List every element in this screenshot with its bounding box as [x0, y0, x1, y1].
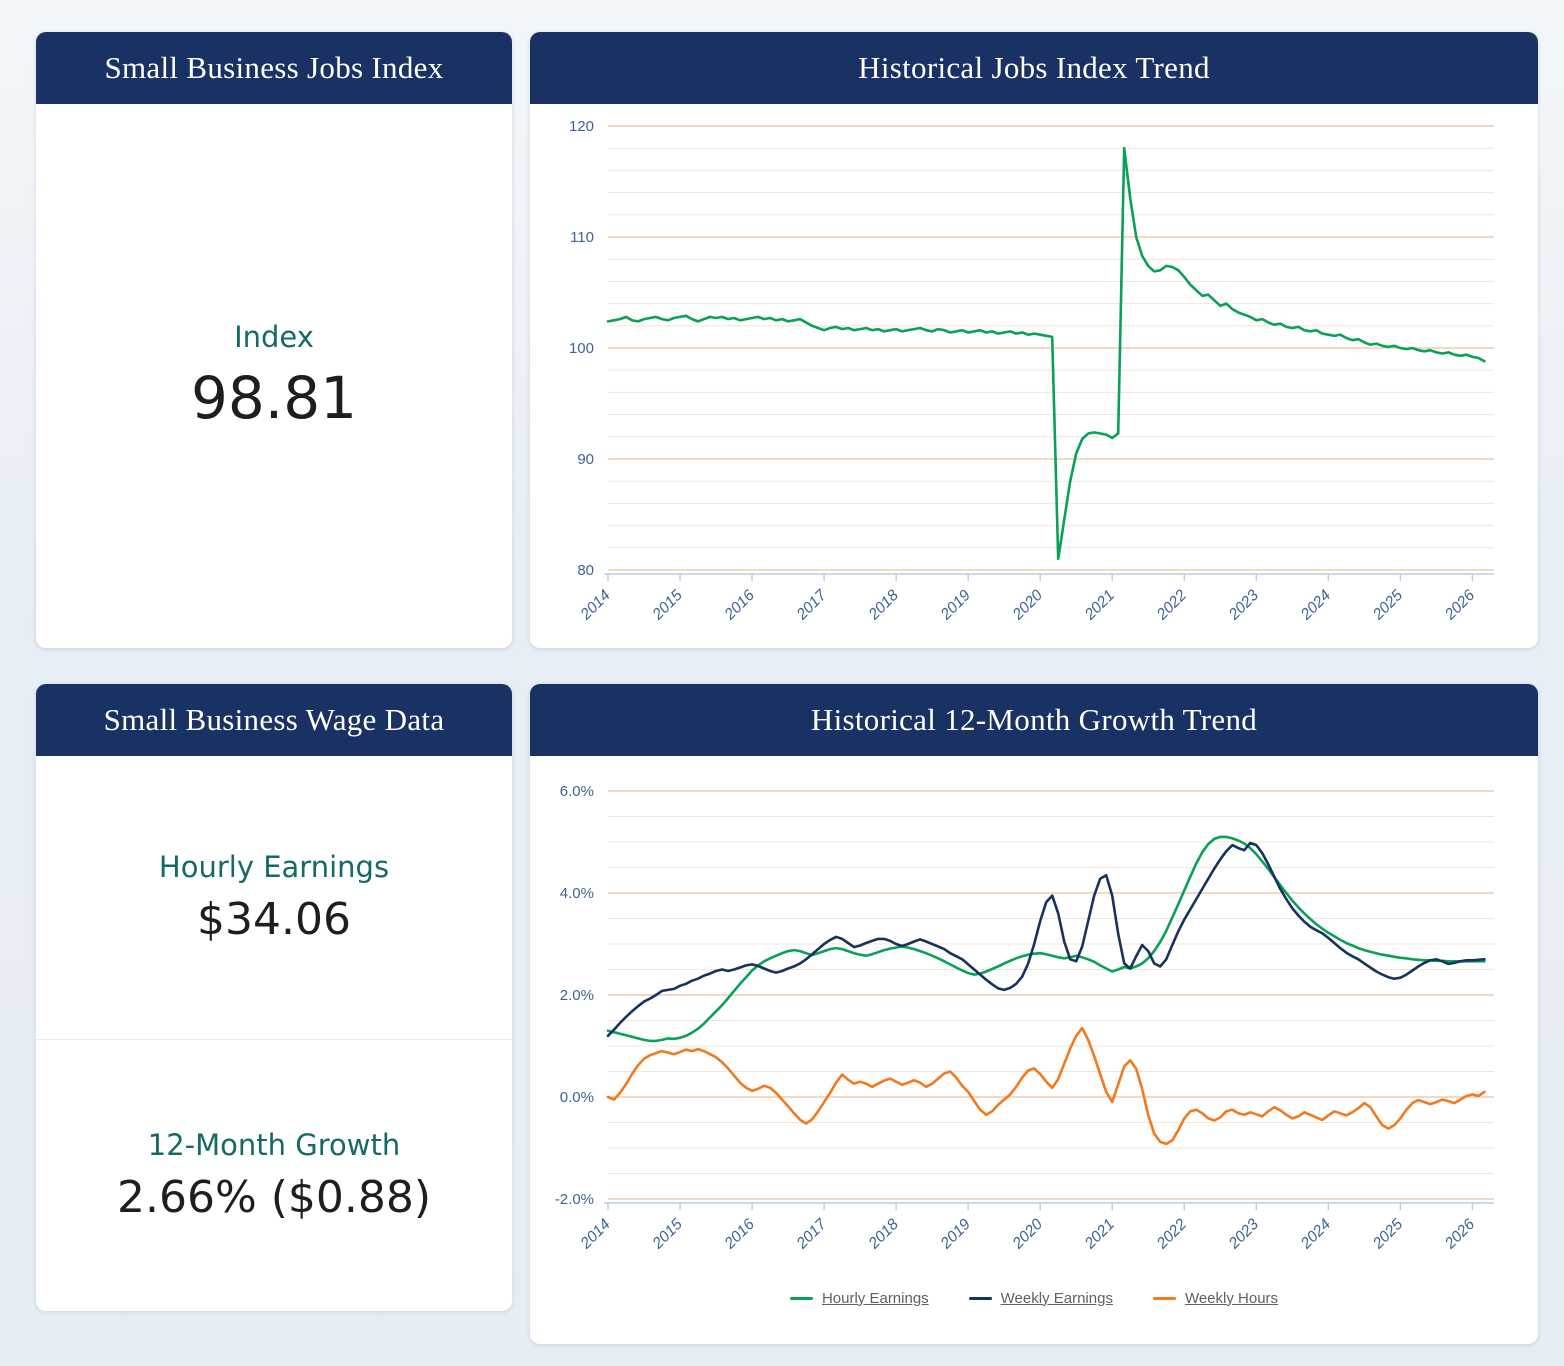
svg-text:2014: 2014 — [577, 587, 614, 624]
hourly-earnings-dash-icon — [789, 1296, 813, 1300]
svg-text:2020: 2020 — [1009, 1216, 1046, 1253]
index-value: 98.81 — [190, 364, 358, 432]
legend-label-weekly-earnings: Weekly Earnings — [1000, 1289, 1113, 1307]
svg-text:2016: 2016 — [721, 1216, 758, 1253]
growth-trend-chart[interactable]: -2.0% 0.0% 2.0% 4.0% 6.0% 2014 2015 2016 2017 201… — [530, 756, 1538, 1274]
twelve-month-growth-value: 2.66% ($0.88) — [116, 1171, 432, 1223]
svg-text:2020: 2020 — [1009, 587, 1046, 624]
svg-text:2016: 2016 — [721, 587, 758, 624]
svg-text:2021: 2021 — [1081, 587, 1118, 624]
hourly-earnings-section: Hourly Earnings $34.06 — [36, 756, 512, 1040]
svg-text:2025: 2025 — [1369, 587, 1406, 624]
svg-text:2015: 2015 — [649, 587, 686, 624]
growth-trend-card-header: Historical 12-Month Growth Trend — [530, 684, 1538, 756]
svg-text:2024: 2024 — [1297, 587, 1334, 624]
jobs-index-trend-chart[interactable]: 80 90 100 110 120 2014 2015 2016 2017 2018 2019 202… — [530, 104, 1538, 648]
jobs-index-card-header: Small Business Jobs Index — [36, 32, 512, 104]
svg-text:2019: 2019 — [937, 1216, 974, 1253]
svg-text:2023: 2023 — [1225, 587, 1262, 624]
jobs-trend-chart-wrap: 80 90 100 110 120 2014 2015 2016 2017 2018 2019 202… — [530, 104, 1538, 648]
hourly-earnings-label: Hourly Earnings — [158, 850, 390, 884]
svg-text:2018: 2018 — [865, 587, 902, 624]
legend-item-hourly-earnings[interactable]: Hourly Earnings — [789, 1289, 929, 1307]
svg-text:6.0%: 6.0% — [560, 783, 594, 800]
svg-text:2018: 2018 — [865, 1216, 902, 1253]
svg-text:0.0%: 0.0% — [560, 1089, 594, 1106]
wage-data-card: Small Business Wage Data Hourly Earnings… — [36, 684, 512, 1311]
svg-text:2019: 2019 — [937, 587, 974, 624]
legend-label-hourly-earnings: Hourly Earnings — [821, 1289, 929, 1307]
svg-text:2023: 2023 — [1225, 1216, 1262, 1253]
jobs-trend-card-title: Historical Jobs Index Trend — [858, 50, 1210, 85]
legend-label-weekly-hours: Weekly Hours — [1184, 1289, 1279, 1307]
svg-text:2024: 2024 — [1297, 1216, 1334, 1253]
svg-text:2025: 2025 — [1369, 1216, 1406, 1253]
wage-data-card-header: Small Business Wage Data — [36, 684, 512, 756]
jobs-index-card: Small Business Jobs Index Index 98.81 — [36, 32, 512, 648]
twelve-month-growth-section: 12-Month Growth 2.66% ($0.88) — [36, 1040, 512, 1310]
svg-text:2014: 2014 — [577, 1216, 614, 1253]
svg-text:2017: 2017 — [793, 1215, 831, 1253]
chart-legend: Hourly Earnings Weekly Earnings Weekly H… — [530, 1281, 1538, 1315]
svg-text:2026: 2026 — [1441, 1216, 1478, 1253]
legend-item-weekly-earnings[interactable]: Weekly Earnings — [968, 1289, 1113, 1307]
svg-text:80: 80 — [577, 562, 594, 579]
svg-text:100: 100 — [569, 340, 594, 357]
growth-trend-card: Historical 12-Month Growth Trend -2.0% 0.… — [530, 684, 1538, 1344]
growth-trend-card-title: Historical 12-Month Growth Trend — [810, 702, 1258, 737]
svg-text:2022: 2022 — [1153, 1216, 1190, 1253]
index-label: Index — [234, 320, 314, 354]
svg-text:90: 90 — [577, 451, 594, 468]
hourly-earnings-value: $34.06 — [197, 894, 351, 945]
svg-text:110: 110 — [570, 229, 594, 246]
svg-text:2015: 2015 — [649, 1216, 686, 1253]
jobs-index-metric: Index 98.81 — [36, 104, 512, 648]
svg-text:2022: 2022 — [1153, 587, 1190, 624]
legend-item-weekly-hours[interactable]: Weekly Hours — [1152, 1289, 1279, 1307]
weekly-earnings-dash-icon — [968, 1296, 992, 1300]
svg-text:2021: 2021 — [1081, 1216, 1118, 1253]
svg-text:120: 120 — [569, 118, 594, 135]
svg-text:-2.0%: -2.0% — [555, 1191, 594, 1208]
growth-trend-chart-wrap: -2.0% 0.0% 2.0% 4.0% 6.0% 2014 2015 2016 2017 201… — [530, 756, 1538, 1279]
twelve-month-growth-label: 12-Month Growth — [147, 1127, 401, 1162]
svg-text:4.0%: 4.0% — [560, 885, 594, 902]
svg-text:2.0%: 2.0% — [560, 987, 594, 1004]
svg-text:2026: 2026 — [1441, 587, 1478, 624]
jobs-trend-card: Historical Jobs Index Trend 80 90 100 110 12… — [530, 32, 1538, 648]
jobs-index-card-title: Small Business Jobs Index — [104, 50, 444, 85]
wage-data-card-title: Small Business Wage Data — [103, 702, 445, 737]
svg-text:2017: 2017 — [793, 586, 831, 624]
weekly-hours-dash-icon — [1152, 1296, 1176, 1300]
jobs-trend-card-header: Historical Jobs Index Trend — [530, 32, 1538, 104]
